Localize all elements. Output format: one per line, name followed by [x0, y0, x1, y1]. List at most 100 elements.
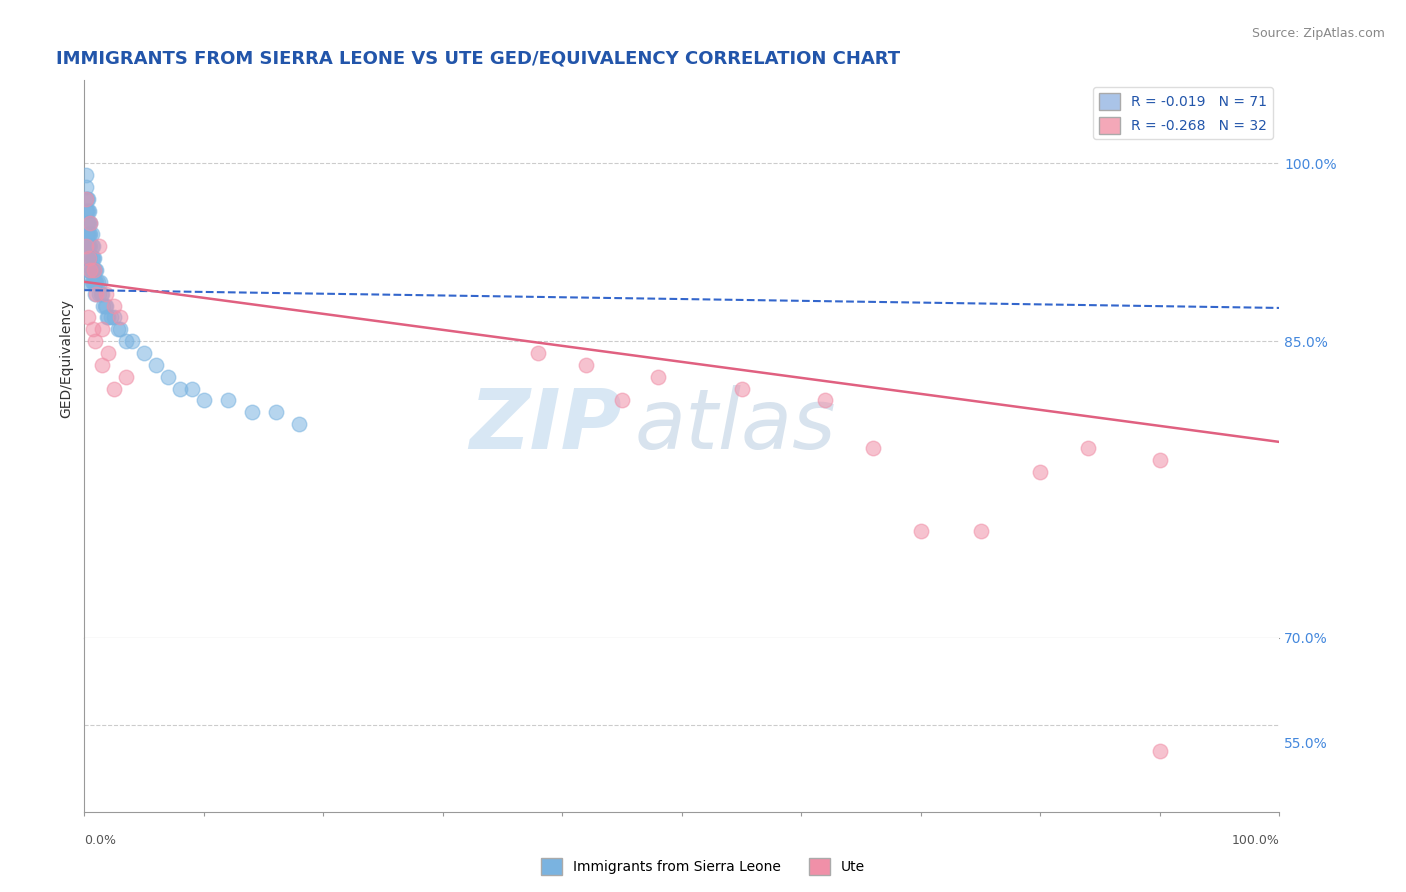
Point [79, 239, 101, 253]
Point [84, 275, 107, 289]
Legend: Immigrants from Sierra Leone, Ute: Immigrants from Sierra Leone, Ute [536, 853, 870, 880]
Point [79, 216, 101, 230]
Point [1077, 441, 1099, 455]
Point [193, 393, 215, 408]
Point [94, 299, 117, 313]
Point [86, 263, 108, 277]
Text: 100.0%: 100.0% [1232, 834, 1279, 847]
Point [87, 239, 110, 253]
Point [79, 263, 101, 277]
Point [75, 239, 97, 253]
Point [87, 286, 110, 301]
Point [86, 286, 108, 301]
Point [731, 382, 754, 396]
Point [77, 251, 100, 265]
Point [75, 203, 97, 218]
Point [89, 275, 111, 289]
Point [77, 263, 100, 277]
Point [97, 310, 120, 325]
Point [100, 310, 122, 325]
Point [264, 405, 287, 419]
Point [84, 263, 107, 277]
Point [76, 239, 98, 253]
Point [80, 275, 103, 289]
Point [77, 275, 100, 289]
Point [110, 322, 132, 336]
Point [169, 382, 191, 396]
Point [77, 263, 100, 277]
Point [647, 369, 669, 384]
Point [76, 216, 98, 230]
Point [93, 299, 115, 313]
Point [86, 275, 108, 289]
Point [79, 216, 101, 230]
Point [82, 239, 104, 253]
Point [77, 192, 100, 206]
Point [157, 369, 180, 384]
Point [91, 358, 114, 372]
Point [91, 286, 114, 301]
Point [103, 382, 125, 396]
Point [97, 346, 120, 360]
Point [103, 299, 125, 313]
Point [83, 275, 105, 289]
Point [93, 299, 115, 313]
Point [82, 275, 104, 289]
Point [862, 441, 884, 455]
Point [132, 346, 156, 360]
Point [77, 251, 100, 265]
Point [77, 216, 100, 230]
Legend: R = -0.019   N = 71, R = -0.268   N = 32: R = -0.019 N = 71, R = -0.268 N = 32 [1094, 87, 1272, 139]
Point [90, 286, 112, 301]
Point [77, 310, 100, 325]
Point [79, 263, 101, 277]
Point [76, 203, 98, 218]
Point [86, 275, 108, 289]
Point [84, 334, 107, 348]
Point [77, 251, 100, 265]
Point [527, 346, 550, 360]
Text: 0.0%: 0.0% [84, 834, 117, 847]
Point [77, 227, 100, 242]
Point [94, 286, 117, 301]
Point [82, 263, 104, 277]
Point [82, 251, 104, 265]
Point [121, 334, 143, 348]
Point [77, 239, 100, 253]
Point [110, 310, 132, 325]
Point [80, 263, 103, 277]
Point [77, 227, 100, 242]
Point [83, 263, 105, 277]
Point [76, 227, 98, 242]
Point [76, 192, 98, 206]
Point [217, 393, 239, 408]
Point [107, 322, 129, 336]
Point [84, 286, 107, 301]
Point [96, 310, 118, 325]
Text: Source: ZipAtlas.com: Source: ZipAtlas.com [1251, 27, 1385, 40]
Point [970, 524, 993, 538]
Point [80, 227, 103, 242]
Point [82, 322, 104, 336]
Point [79, 251, 101, 265]
Point [181, 382, 204, 396]
Point [77, 203, 100, 218]
Text: ZIP: ZIP [470, 385, 623, 467]
Point [91, 322, 114, 336]
Point [1149, 452, 1171, 467]
Point [83, 251, 105, 265]
Point [115, 334, 138, 348]
Point [910, 524, 932, 538]
Point [79, 227, 101, 242]
Point [814, 393, 837, 408]
Point [103, 310, 125, 325]
Point [75, 180, 97, 194]
Y-axis label: GED/Equivalency: GED/Equivalency [59, 300, 73, 418]
Point [75, 192, 97, 206]
Point [115, 369, 138, 384]
Point [77, 216, 100, 230]
Point [1029, 465, 1052, 479]
Point [75, 192, 97, 206]
Point [80, 239, 103, 253]
Point [288, 417, 311, 431]
